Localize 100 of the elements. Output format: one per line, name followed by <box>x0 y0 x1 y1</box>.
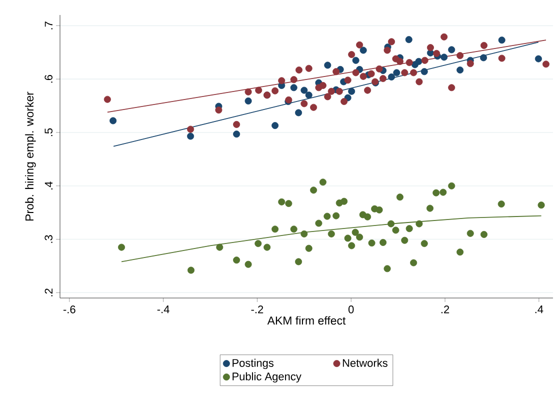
point <box>352 69 360 76</box>
y-tick-label: .7 <box>44 22 52 30</box>
point <box>324 212 331 220</box>
point <box>433 50 440 57</box>
point <box>360 46 367 54</box>
point <box>480 230 488 238</box>
point <box>264 244 271 251</box>
point <box>420 240 428 248</box>
point <box>328 88 335 95</box>
point <box>352 228 359 236</box>
x-tick-label: .2 <box>441 306 450 314</box>
point <box>401 236 408 244</box>
point <box>364 213 372 220</box>
point <box>332 212 340 220</box>
point <box>415 58 422 65</box>
point <box>255 86 262 94</box>
point <box>416 78 423 86</box>
point <box>368 70 375 78</box>
point <box>456 66 464 74</box>
point <box>187 126 194 133</box>
point <box>344 234 352 242</box>
point <box>380 75 387 82</box>
point <box>216 244 224 251</box>
point <box>392 226 400 234</box>
point <box>300 100 308 108</box>
point <box>233 120 240 128</box>
point <box>405 36 412 44</box>
point <box>360 72 367 80</box>
point <box>456 248 464 256</box>
point <box>244 88 252 96</box>
line-series <box>121 215 542 262</box>
point <box>448 46 456 54</box>
point <box>542 60 550 68</box>
point <box>426 44 434 52</box>
y-tick-label: .4 <box>44 182 52 190</box>
point <box>285 200 292 207</box>
point <box>324 62 332 69</box>
point <box>406 59 413 66</box>
point <box>348 51 356 58</box>
point <box>498 54 506 62</box>
point <box>352 56 360 64</box>
point <box>401 69 408 76</box>
point <box>376 65 383 72</box>
point <box>310 104 318 111</box>
x-tick-label: 0 <box>348 306 354 314</box>
point <box>421 56 428 64</box>
point <box>410 69 418 76</box>
point <box>305 244 312 252</box>
point <box>466 230 474 237</box>
legend-label: Public Agency <box>232 372 302 383</box>
point <box>480 42 488 49</box>
point <box>410 259 418 266</box>
point <box>315 220 322 227</box>
point <box>456 52 464 60</box>
point <box>305 64 312 72</box>
point <box>305 92 312 99</box>
point <box>332 68 340 76</box>
x-tick-label: -.6 <box>63 306 76 314</box>
point <box>104 96 111 103</box>
point <box>466 60 474 68</box>
point <box>340 98 348 106</box>
point <box>416 220 423 228</box>
point <box>480 54 488 62</box>
point <box>300 230 308 238</box>
point <box>384 265 391 272</box>
point <box>336 88 343 95</box>
point <box>344 76 352 84</box>
x-axis-title: AKM firm effect <box>267 316 346 325</box>
point <box>110 117 117 124</box>
point <box>310 186 318 194</box>
point <box>244 97 252 104</box>
y-tick-label: .6 <box>44 74 52 83</box>
point <box>215 106 222 114</box>
point <box>380 238 387 246</box>
point <box>295 258 302 266</box>
point <box>388 73 395 80</box>
point <box>448 182 456 190</box>
point <box>356 41 364 48</box>
point <box>440 54 448 61</box>
point <box>448 84 456 92</box>
point <box>348 242 356 250</box>
point <box>498 36 506 44</box>
point <box>187 132 194 140</box>
point <box>233 256 240 264</box>
y-tick-label: .5 <box>44 128 52 136</box>
point <box>319 82 326 89</box>
point <box>295 66 302 74</box>
point <box>290 84 298 92</box>
point <box>233 130 240 138</box>
x-tick-label: -.2 <box>251 306 264 314</box>
point <box>384 46 391 54</box>
x-tick-label: .4 <box>535 306 544 314</box>
point <box>340 198 348 205</box>
point <box>498 200 505 208</box>
y-axis-title: Prob. hiring empl. worker <box>25 92 36 221</box>
point <box>290 76 298 84</box>
point <box>290 226 298 233</box>
point <box>534 55 542 62</box>
point <box>348 88 356 95</box>
y-tick-label: .2 <box>44 288 52 296</box>
